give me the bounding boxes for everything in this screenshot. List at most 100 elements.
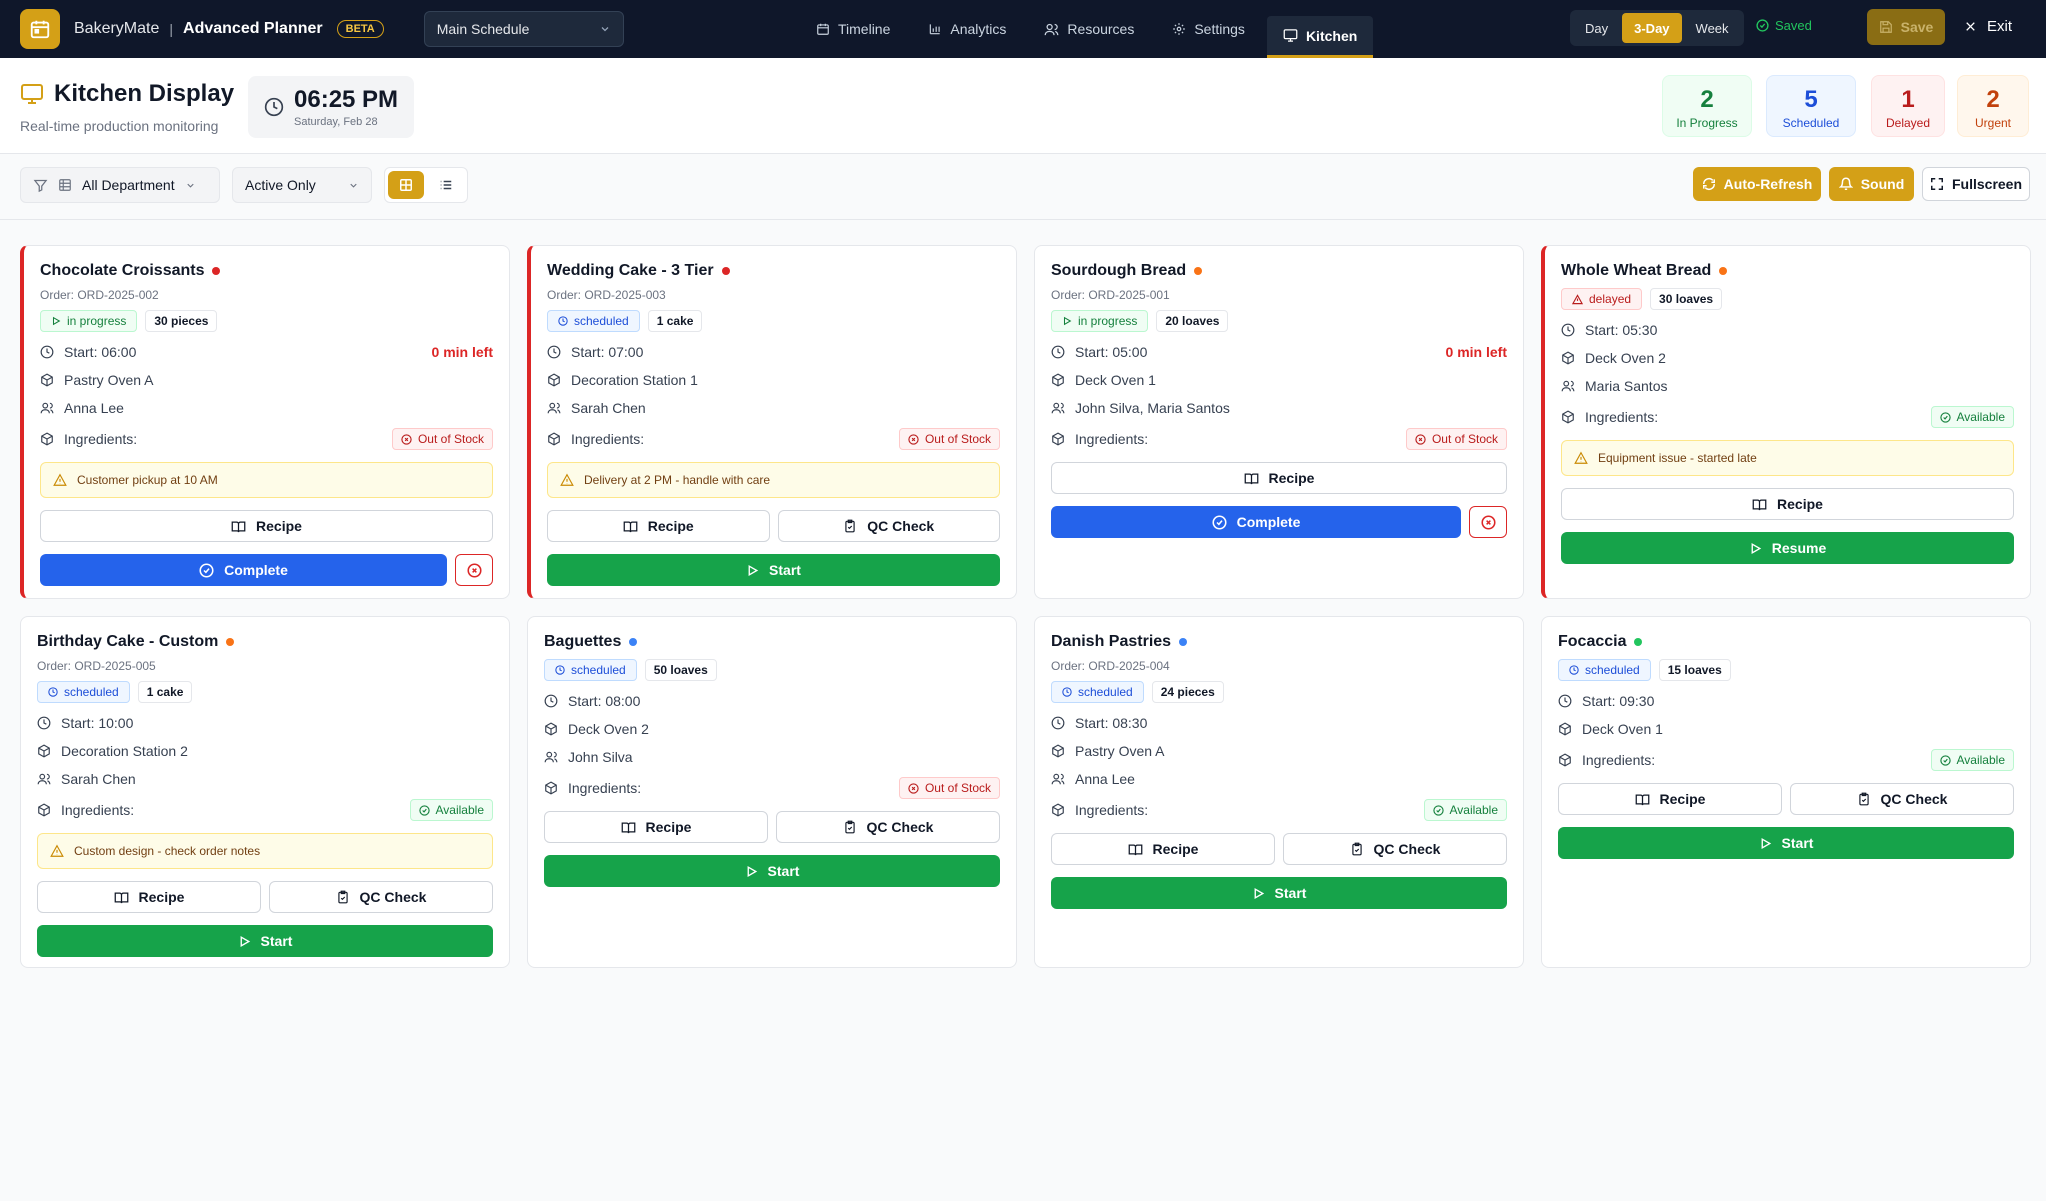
qc-check-button[interactable]: QC Check [776, 811, 1000, 843]
page-title: Kitchen Display [20, 80, 234, 108]
card-secondary-actions: Recipe [1561, 488, 2014, 520]
qc-check-button[interactable]: QC Check [1790, 783, 2014, 815]
start-label: Start [767, 863, 800, 879]
recipe-button[interactable]: Recipe [1051, 833, 1275, 865]
chevron-down-icon [186, 183, 194, 188]
book-icon [1128, 844, 1142, 855]
nav-timeline[interactable]: Timeline [800, 0, 906, 58]
filter-icon [33, 179, 48, 192]
stat-delayed-label: Delayed [1885, 116, 1931, 130]
ingredients-row: Ingredients: Available [1558, 749, 2014, 771]
nav-analytics[interactable]: Analytics [912, 0, 1022, 58]
department-filter[interactable]: All Department [20, 167, 220, 203]
production-card-sourdough-bread: Sourdough Bread Order: ORD-2025-001 in p… [1034, 245, 1524, 599]
stat-in-progress-label: In Progress [1676, 116, 1738, 130]
priority-dot [1179, 638, 1188, 646]
priority-dot [721, 267, 730, 275]
card-title: Chocolate Croissants [40, 262, 493, 280]
stock-badge: Out of Stock [898, 777, 1000, 799]
status-badge: in progress [1051, 310, 1149, 332]
staff-row: Anna Lee [1051, 771, 1507, 787]
qc-check-button[interactable]: QC Check [1283, 833, 1507, 865]
start-button[interactable]: Start [1051, 877, 1507, 909]
station-name: Deck Oven 2 [1585, 350, 1666, 366]
start-label: Start [1781, 835, 1814, 851]
clock-icon [544, 694, 558, 708]
stock-badge-text: Available [435, 803, 484, 817]
recipe-button[interactable]: Recipe [1051, 462, 1507, 494]
status-filter[interactable]: Active Only [232, 167, 372, 203]
resume-label: Resume [1771, 540, 1827, 556]
start-button[interactable]: Start [547, 554, 1000, 586]
page-subtitle: Real-time production monitoring [20, 118, 219, 134]
nav-settings[interactable]: Settings [1156, 0, 1261, 58]
start-button[interactable]: Start [1558, 827, 2014, 859]
grid-view-button[interactable] [388, 171, 424, 199]
recipe-button[interactable]: Recipe [547, 510, 770, 542]
clipboard-check-icon [337, 890, 348, 904]
main-nav: Timeline Analytics Resources Settings Ki… [800, 0, 1374, 58]
calendar-logo-icon [20, 9, 60, 49]
start-button[interactable]: Start [544, 855, 1000, 887]
order-id: Order: ORD-2025-004 [1051, 659, 1170, 673]
check-circle-icon [1939, 411, 1951, 423]
stock-badge-text: Out of Stock [1431, 432, 1498, 446]
qc-check-button[interactable]: QC Check [777, 510, 1000, 542]
recipe-button[interactable]: Recipe [40, 510, 493, 542]
nav-settings-label: Settings [1194, 21, 1245, 37]
card-primary-actions: Start [37, 925, 493, 957]
play-icon [1761, 837, 1771, 849]
status-badge-text: scheduled [64, 685, 119, 699]
priority-dot [629, 638, 638, 646]
nav-kitchen[interactable]: Kitchen [1266, 16, 1374, 58]
note-alert: Custom design - check order notes [37, 833, 493, 869]
resume-button[interactable]: Resume [1561, 532, 2014, 564]
recipe-button[interactable]: Recipe [1558, 783, 1782, 815]
recipe-button[interactable]: Recipe [544, 811, 768, 843]
beta-badge: BETA [336, 20, 384, 38]
start-time: Start: 09:30 [1582, 693, 1655, 709]
clock-icon [1051, 345, 1065, 359]
auto-refresh-button[interactable]: Auto-Refresh [1693, 167, 1821, 201]
cancel-task-button[interactable] [455, 554, 493, 586]
bell-icon [1838, 177, 1853, 190]
box-icon [548, 373, 560, 387]
quantity-badge: 30 loaves [1650, 288, 1723, 310]
close-icon [1966, 22, 1975, 31]
save-button[interactable]: Save [1867, 9, 1945, 45]
quantity-badge: 1 cake [137, 681, 193, 703]
production-card-whole-wheat-bread: Whole Wheat Bread delayed 30 loaves Star… [1541, 245, 2031, 599]
status-badge: scheduled [544, 659, 637, 681]
card-primary-actions: Complete [1051, 506, 1507, 538]
qc-check-button[interactable]: QC Check [269, 881, 493, 913]
recipe-button[interactable]: Recipe [37, 881, 261, 913]
priority-dot [1719, 267, 1728, 275]
list-view-button[interactable] [428, 171, 464, 199]
saved-status: Saved [1756, 18, 1812, 33]
status-badge-text: in progress [1078, 314, 1138, 328]
station-name: Decoration Station 1 [571, 372, 698, 388]
recipe-button[interactable]: Recipe [1561, 488, 2014, 520]
nav-resources[interactable]: Resources [1028, 0, 1150, 58]
fullscreen-button[interactable]: Fullscreen [1922, 167, 2030, 201]
production-card-danish-pastries: Danish Pastries Order: ORD-2025-004 sche… [1034, 616, 1524, 968]
cancel-task-button[interactable] [1469, 506, 1507, 538]
staff-names: Anna Lee [64, 400, 124, 416]
complete-button[interactable]: Complete [1051, 506, 1461, 538]
ingredients-label: Ingredients: [61, 802, 135, 818]
kitchen-header: Kitchen Display Real-time production mon… [0, 58, 2046, 154]
view-week[interactable]: Week [1695, 20, 1729, 36]
ingredients-row: Ingredients: Out of Stock [544, 777, 1000, 799]
schedule-select[interactable]: Main Schedule [423, 11, 624, 47]
sound-button[interactable]: Sound [1829, 167, 1914, 201]
exit-button[interactable]: Exit [1964, 18, 2012, 35]
start-button[interactable]: Start [37, 925, 493, 957]
stat-delayed-value: 1 [1901, 86, 1915, 113]
view-day[interactable]: Day [1585, 20, 1609, 36]
note-text: Equipment issue - started late [1598, 451, 1757, 465]
x-circle-icon [401, 433, 412, 445]
view-three-day[interactable]: 3-Day [1622, 13, 1682, 43]
complete-button[interactable]: Complete [40, 554, 447, 586]
card-secondary-actions: Recipe QC Check [544, 811, 1000, 843]
complete-label: Complete [1236, 514, 1301, 530]
